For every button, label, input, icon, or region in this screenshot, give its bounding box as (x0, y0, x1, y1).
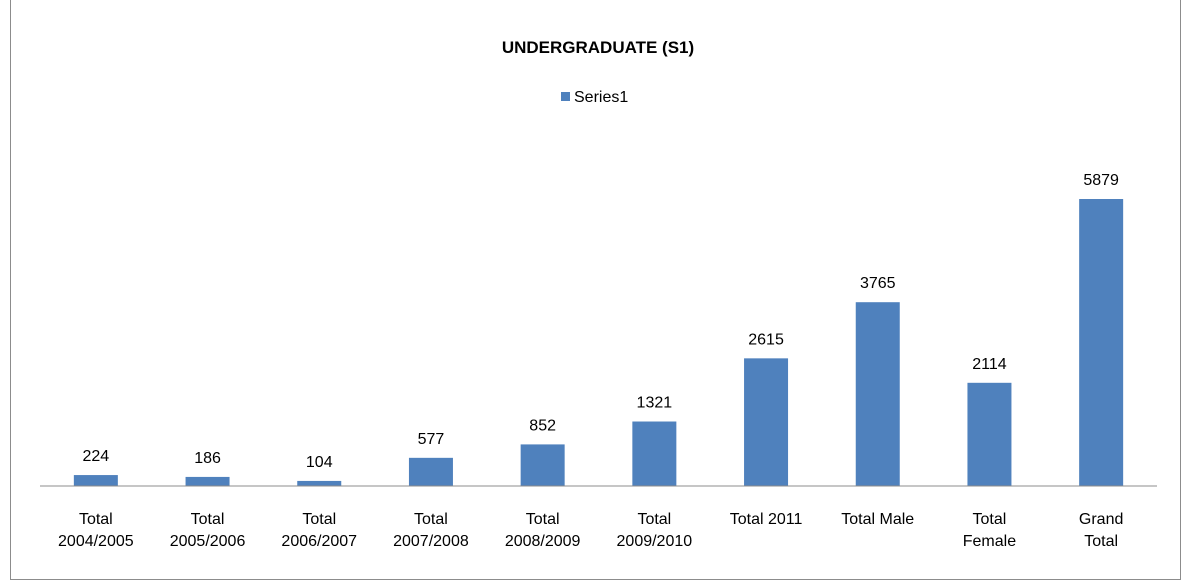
x-tick-label: Total 2011 (729, 511, 803, 528)
bar (1079, 199, 1124, 486)
data-label: 1321 (637, 395, 673, 412)
legend-label: Series1 (574, 89, 628, 106)
legend-swatch (561, 92, 570, 101)
bar (185, 476, 230, 486)
data-label: 3765 (860, 275, 896, 292)
data-label: 2114 (972, 356, 1007, 373)
data-label: 224 (82, 448, 109, 465)
bar (967, 382, 1012, 486)
data-label: 5879 (1083, 172, 1119, 189)
x-tick-label: Total 2006/2007 (281, 511, 358, 550)
bar (632, 421, 677, 486)
data-label: 104 (306, 454, 333, 471)
bar (744, 358, 789, 486)
bar (297, 480, 342, 486)
data-label: 2615 (748, 331, 784, 348)
data-label: 186 (194, 450, 221, 467)
x-tick-label: Total 2004/2005 (58, 511, 134, 550)
data-label: 577 (418, 431, 445, 448)
x-tick-label: Total Male (841, 511, 915, 528)
x-tick-label: Grand Total (1078, 511, 1124, 550)
x-tick-label: Total 2009/2010 (616, 511, 693, 550)
x-tick-label: Total 2007/2008 (393, 511, 469, 550)
chart-title: UNDERGRADUATE (S1) (502, 38, 694, 57)
bar (855, 302, 900, 486)
data-label: 852 (529, 417, 556, 434)
bar (520, 444, 565, 486)
bar (408, 457, 453, 486)
x-tick-label: Total 2008/2009 (504, 511, 581, 550)
bar (73, 475, 118, 486)
x-tick-label: Total 2005/2006 (169, 511, 246, 550)
x-tick-label: Total Female (962, 511, 1017, 550)
chart-frame (10, 0, 1181, 580)
